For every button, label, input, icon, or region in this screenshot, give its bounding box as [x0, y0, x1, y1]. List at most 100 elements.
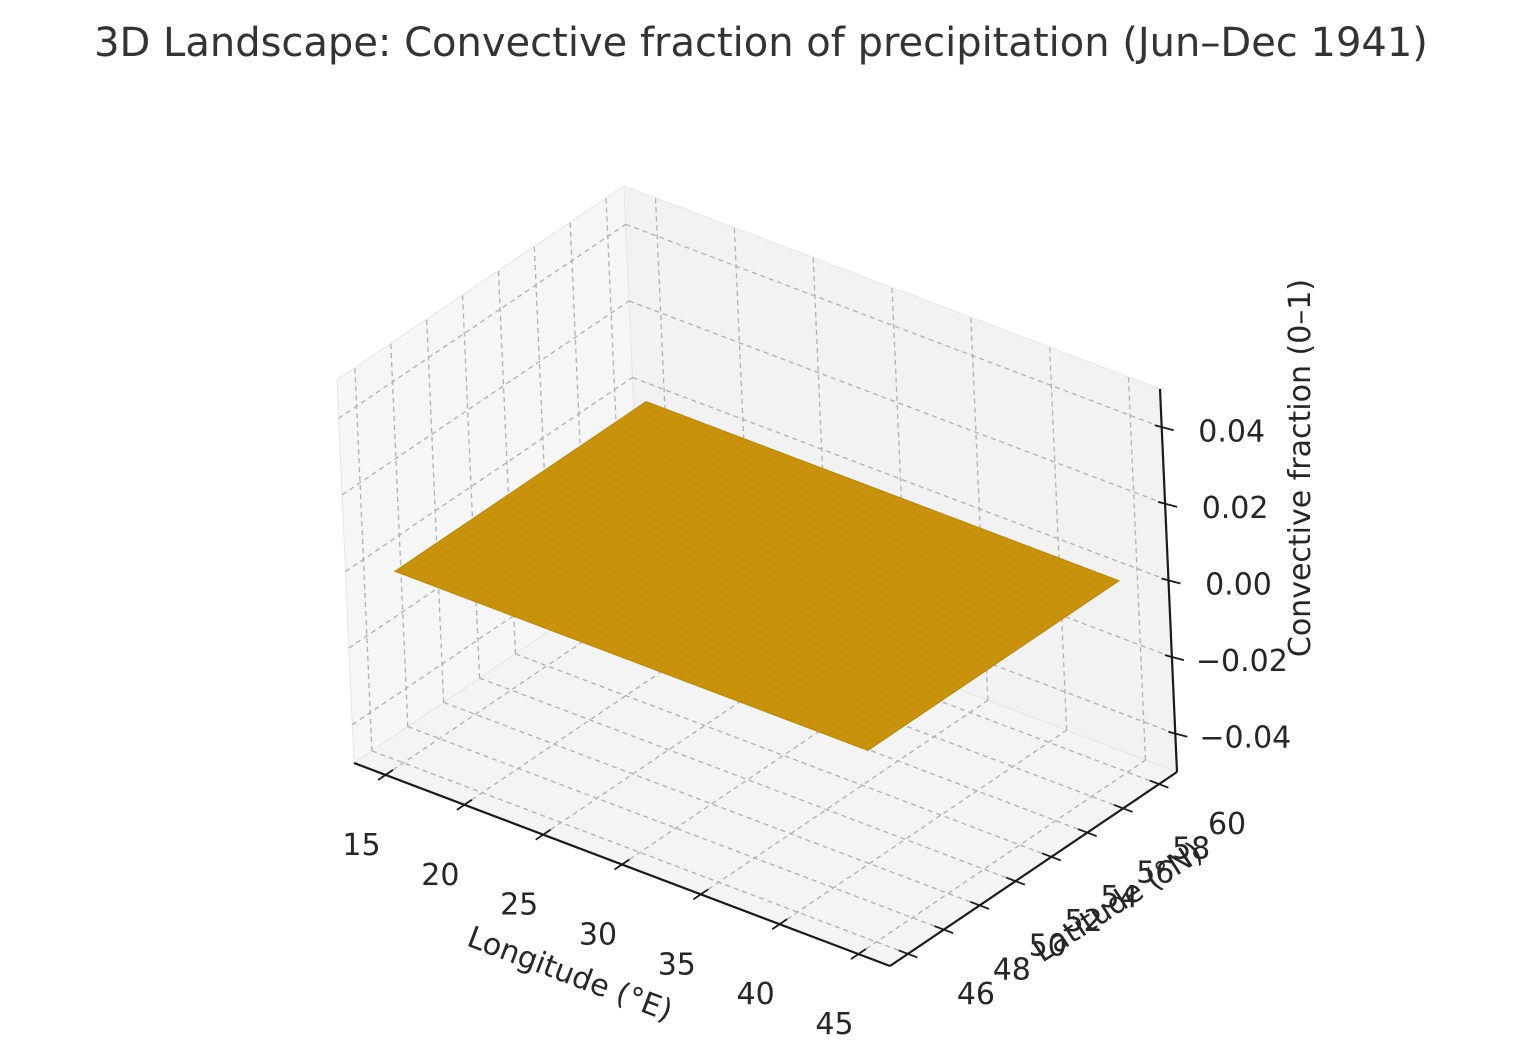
- x-tick-label: 20: [421, 858, 459, 893]
- y-grid-line: [371, 750, 909, 955]
- surface-mesh-line: [426, 413, 678, 584]
- surface-mesh-line: [804, 556, 1057, 727]
- z-grid-line: [345, 376, 633, 573]
- surface-mesh-line: [710, 520, 962, 691]
- y-tick-mark: [1005, 876, 1026, 886]
- z-tick-label: 0.02: [1202, 491, 1269, 526]
- z-tick-mark: [1161, 577, 1181, 585]
- surface-mesh-line: [812, 559, 1064, 730]
- surface-mesh-line: [725, 526, 978, 697]
- y-tick-label: 54: [1100, 880, 1138, 915]
- surface-mesh-line: [418, 410, 670, 581]
- surface-mesh-line: [859, 577, 1112, 748]
- surface-mesh-line: [489, 437, 741, 608]
- surface-layer: [393, 401, 1121, 751]
- surface-mesh-line: [702, 517, 954, 688]
- z-grid-line: [639, 530, 1176, 735]
- surface-mesh-line: [757, 538, 1009, 709]
- surface-mesh-line: [788, 550, 1041, 721]
- surface-mesh-line: [607, 481, 860, 653]
- y-tick-label: 48: [993, 953, 1031, 988]
- y-tick-label: 58: [1172, 831, 1210, 866]
- y-tick-mark: [1041, 852, 1062, 862]
- y-axis-line: [889, 771, 1178, 967]
- surface-mesh-line: [450, 422, 702, 593]
- x-tick-mark: [377, 769, 394, 781]
- y-tick-mark: [1077, 828, 1097, 838]
- surface-mesh-line: [678, 508, 930, 679]
- y-tick-mark: [1149, 779, 1169, 789]
- surface-mesh-line: [781, 547, 1033, 718]
- surface-mesh-line: [670, 505, 923, 677]
- surface-mesh-line: [773, 544, 1025, 715]
- y-grid-line: [443, 701, 980, 906]
- y-grid-line: [407, 726, 945, 931]
- surface-mesh-line: [457, 425, 710, 596]
- z-grid-line: [625, 223, 1162, 428]
- x-axis-label: Longitude (°E): [463, 920, 678, 1029]
- surface-mesh-line: [473, 431, 726, 602]
- surface-mesh-line: [654, 499, 907, 671]
- x-tick-label: 25: [500, 888, 538, 923]
- x-tick-mark: [456, 799, 473, 811]
- x-grid-line: [1127, 377, 1147, 761]
- x-tick-mark: [535, 828, 552, 841]
- surface-mesh-line: [513, 446, 765, 617]
- surface-mesh-line: [505, 443, 757, 614]
- z-grid-line: [338, 223, 627, 419]
- z-tick-label: 0.04: [1198, 414, 1265, 449]
- z-grid-line: [341, 300, 630, 496]
- y-tick-mark: [970, 900, 990, 910]
- z-grid-line: [628, 300, 1166, 505]
- surface-mesh-line: [828, 565, 1080, 736]
- z-tick-label: −0.04: [1199, 721, 1291, 756]
- surface-mesh-line: [536, 455, 789, 626]
- x-tick-label: 30: [579, 918, 617, 953]
- y-tick-mark: [934, 925, 954, 935]
- surface-mesh-line: [844, 571, 1096, 742]
- surface-mesh-line: [591, 475, 844, 647]
- surface-mesh-line: [599, 478, 852, 650]
- z-tick-label: 0.00: [1205, 568, 1272, 603]
- y-tick-label: 60: [1208, 807, 1246, 842]
- x-grid-line: [858, 759, 1146, 955]
- surface-mesh-line: [544, 458, 796, 629]
- surface-mesh-line: [741, 532, 994, 703]
- y-tick-mark: [1113, 803, 1133, 813]
- x-grid-line: [779, 729, 1068, 925]
- z-tick-mark: [1168, 730, 1188, 738]
- y-tick-mark: [898, 949, 918, 959]
- surface-mesh-line: [718, 523, 970, 694]
- surface-mesh-line: [576, 470, 828, 641]
- x-tick-label: 15: [342, 828, 380, 863]
- surface-mesh-line: [481, 434, 733, 605]
- surface-mesh-line: [528, 452, 781, 623]
- x-tick-label: 40: [737, 977, 775, 1012]
- surface-mesh-line: [836, 568, 1088, 739]
- surface-mesh-line: [410, 407, 662, 578]
- surface-mesh-line: [560, 464, 812, 635]
- surface-mesh-line: [733, 529, 986, 700]
- x-tick-mark: [771, 918, 788, 930]
- y-grid-line: [479, 677, 1016, 882]
- x-tick-mark: [614, 858, 630, 871]
- z-tick-mark: [1154, 424, 1174, 432]
- y-tick-label: 56: [1136, 856, 1174, 891]
- surface-mesh-line: [765, 541, 1017, 712]
- surface-mesh-line: [631, 490, 883, 662]
- surface-mesh-line: [434, 416, 686, 587]
- y-grid-line: [515, 653, 1052, 858]
- x-grid-line: [700, 699, 989, 895]
- z-grid-line: [632, 376, 1169, 582]
- z-tick-mark: [1164, 654, 1185, 661]
- surface-mesh-line: [615, 484, 867, 656]
- y-grid-line: [551, 629, 1088, 834]
- surface-mesh-line: [442, 419, 694, 590]
- x-tick-label: 45: [815, 1007, 853, 1042]
- x-grid-line: [1048, 347, 1068, 731]
- surface-plane: [393, 401, 1121, 751]
- x-tick-label: 35: [658, 947, 696, 982]
- surface-mesh-line: [662, 502, 915, 674]
- surface-mesh-line: [568, 467, 820, 638]
- surface-mesh-line: [639, 493, 891, 665]
